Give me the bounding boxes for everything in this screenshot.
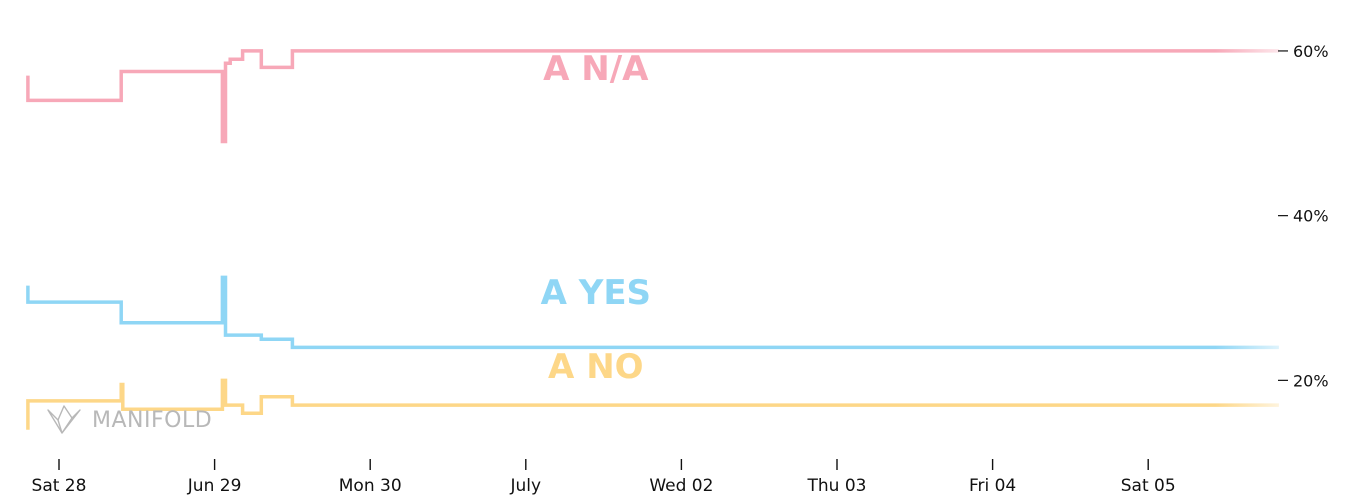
y-axis: 20% 40% 60% bbox=[1278, 42, 1329, 390]
series-label-a-yes: A YES bbox=[541, 273, 651, 313]
series-label-a-n-a: A N/A bbox=[543, 49, 649, 89]
series-label-layer: A N/A A YES A NO bbox=[541, 49, 651, 387]
x-tick-label: Wed 02 bbox=[649, 476, 713, 496]
manifold-watermark: MANIFOLD bbox=[47, 405, 212, 434]
crane-icon bbox=[47, 405, 81, 434]
watermark-text: MANIFOLD bbox=[92, 408, 212, 433]
series-line-a-no bbox=[26, 378, 1279, 430]
x-tick-label: Jun 29 bbox=[187, 476, 242, 496]
series-line-a-n-a bbox=[26, 49, 1279, 144]
y-tick-label: 60% bbox=[1293, 42, 1329, 61]
y-tick-label: 20% bbox=[1293, 371, 1329, 390]
y-tick-label: 40% bbox=[1293, 207, 1329, 226]
x-tick-label: Thu 03 bbox=[807, 476, 867, 496]
x-tick-label: Fri 04 bbox=[969, 476, 1016, 496]
x-tick-label: Sat 05 bbox=[1121, 476, 1176, 496]
x-axis: Sat 28 Jun 29 Mon 30 July Wed 02 Thu 03 Fri 04… bbox=[32, 459, 1176, 496]
x-tick-label: Sat 28 bbox=[32, 476, 87, 496]
series-layer bbox=[26, 49, 1279, 430]
series-label-a-no: A NO bbox=[548, 347, 644, 387]
series-line-a-yes bbox=[26, 275, 1279, 350]
x-tick-label: July bbox=[510, 476, 542, 496]
x-tick-label: Mon 30 bbox=[339, 476, 402, 496]
